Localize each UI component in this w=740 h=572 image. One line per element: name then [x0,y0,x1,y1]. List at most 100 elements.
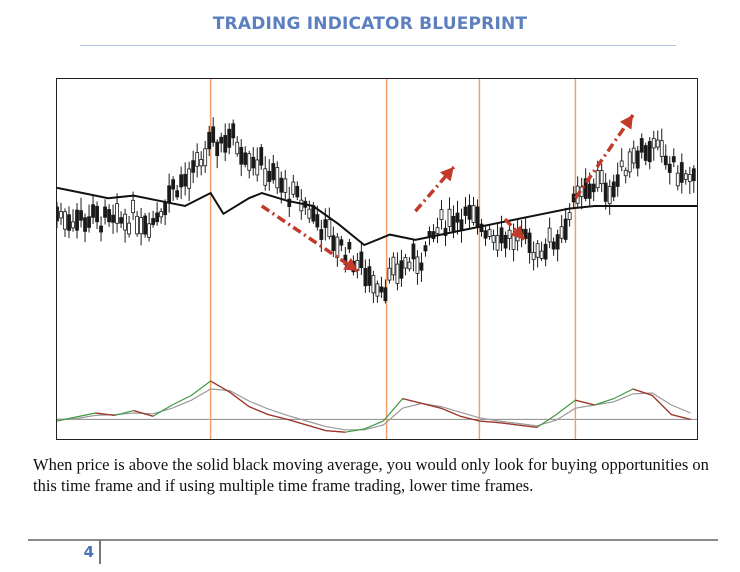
candle-body-99 [451,215,456,233]
candle-body-155 [675,172,680,187]
candle-body-89 [411,243,416,260]
oscillator-down-segment-10 [248,406,269,416]
candle-body-138 [607,185,612,205]
candle-body-111 [499,227,504,244]
candle-body-101 [459,219,464,231]
candle-body-103 [467,204,472,220]
oscillator-down-segment-24 [517,424,538,429]
candle-body-123 [547,227,552,243]
candle-body-143 [627,151,632,173]
candle-body-2 [63,211,67,230]
candle-body-38 [207,131,212,150]
oscillator-down-segment-11 [268,413,288,421]
candle-body-108 [487,229,492,237]
candle-body-127 [563,218,568,240]
candle-body-65 [315,214,320,228]
candle-body-46 [239,146,244,165]
candle-body-51 [259,147,264,166]
candle-body-120 [535,243,540,258]
candle-body-36 [199,159,204,167]
oscillator-down-segment-4 [133,409,154,417]
candle-body-73 [347,242,352,250]
candle-body-20 [135,215,140,235]
candle-body-141 [619,160,624,168]
candle-body-25 [155,212,160,223]
oscillator-down-segment-13 [306,424,326,432]
candle-body-26 [159,211,164,218]
candle-body-57 [283,178,288,193]
candle-body-113 [507,229,512,239]
candle-body-68 [327,219,332,237]
trend-arrowhead-1 [439,167,454,182]
trend-arrowhead-3 [619,115,633,130]
candle-body-157 [683,173,688,180]
candle-body-21 [139,217,144,235]
candle-body-144 [631,147,636,164]
candle-body-81 [379,286,384,293]
candle-body-1 [59,211,63,219]
candle-body-4 [71,221,75,229]
candle-body-24 [151,218,156,225]
candle-body-156 [679,162,684,183]
candle-body-104 [471,205,476,223]
candle-body-29 [171,179,176,190]
candle-body-56 [279,177,284,193]
candle-body-31 [179,174,184,188]
candle-body-147 [643,145,648,161]
oscillator-down-segment-31 [651,394,672,416]
candle-body-121 [539,250,544,259]
oscillator-down-segment-21 [460,415,480,422]
candle-body-145 [635,150,640,169]
candle-body-134 [591,183,596,193]
candle-body-124 [551,241,556,250]
candle-body-69 [331,235,336,251]
candle-body-139 [611,181,616,198]
candle-body-80 [375,283,380,297]
title-divider [80,45,676,46]
trading-chart [56,78,698,440]
candle-body-128 [567,212,572,220]
trend-arrowhead-2 [510,225,525,240]
candle-body-22 [143,215,148,235]
candle-body-47 [243,152,248,165]
candle-body-63 [307,208,312,219]
oscillator-down-segment-9 [229,391,250,408]
trend-arrow-0 [260,204,359,273]
candle-body-136 [599,170,604,185]
candle-body-135 [595,170,600,189]
page-number-separator [99,540,101,564]
candle-body-105 [475,206,480,228]
candle-body-122 [543,243,548,260]
oscillator-down-segment-20 [440,407,461,417]
candle-body-91 [419,262,424,271]
candle-body-6 [79,210,83,221]
candle-body-43 [227,128,232,148]
oscillator-down-segment-2 [95,412,115,417]
oscillator-down-segment-23 [498,421,518,426]
candle-body-159 [691,168,696,182]
candle-body-90 [415,256,420,274]
candle-body-55 [275,167,280,189]
candle-body-107 [483,230,488,239]
candle-body-140 [615,174,620,187]
oscillator-down-segment-12 [287,418,307,426]
candle-body-7 [83,217,87,232]
candle-body-40 [215,141,220,156]
oscillator-down-segment-18 [402,397,422,405]
trend-arrow-3 [573,114,635,200]
candle-body-54 [271,163,276,181]
candle-body-34 [191,160,196,173]
candle-body-126 [559,226,564,239]
candle-body-0 [57,206,59,222]
candle-body-146 [639,138,644,153]
candle-body-45 [235,141,240,155]
chart-caption: When price is above the solid black movi… [33,455,709,495]
candle-body-10 [95,205,99,223]
candle-body-106 [479,223,484,233]
candle-body-42 [223,135,228,153]
candle-body-23 [147,223,152,238]
candle-body-98 [447,208,452,227]
candle-body-129 [571,193,576,203]
candle-body-119 [531,252,536,260]
candle-body-110 [495,235,500,251]
